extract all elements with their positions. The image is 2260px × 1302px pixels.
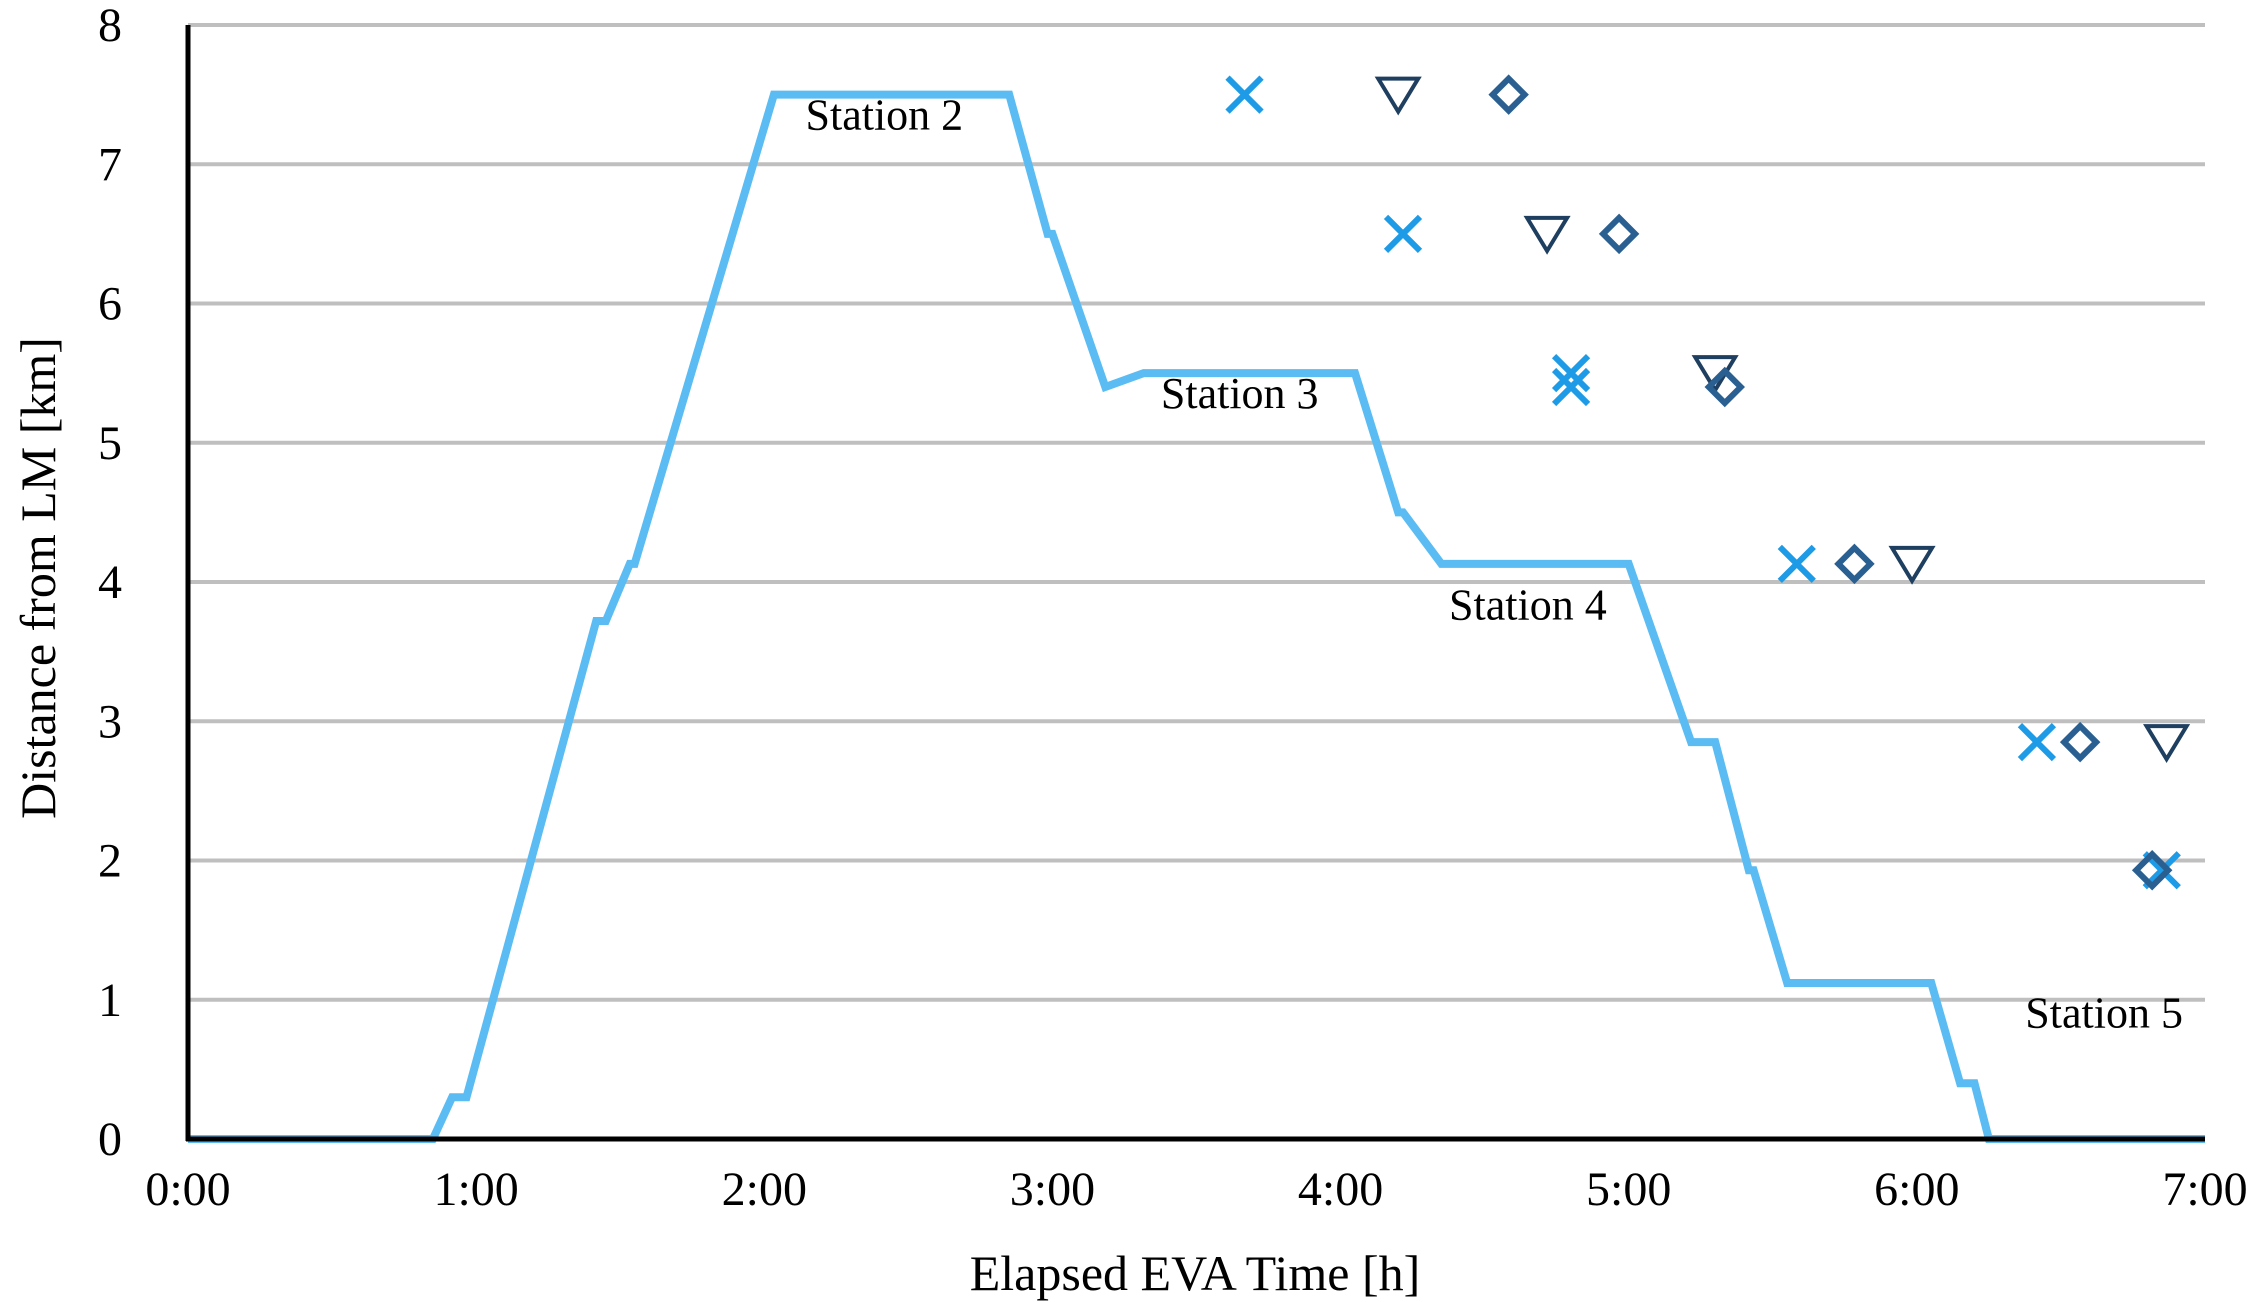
cross-marker <box>1383 214 1423 253</box>
x-tick-label: 5:00 <box>1586 1163 1671 1216</box>
diamond-marker <box>1834 543 1875 585</box>
triangle-marker <box>1523 215 1571 255</box>
y-tick-label: 4 <box>98 556 122 609</box>
diamond-marker <box>1704 366 1746 408</box>
station-label: Station 5 <box>2025 989 2183 1038</box>
cross-marker <box>2017 723 2057 762</box>
x-tick-label: 6:00 <box>1874 1163 1959 1216</box>
cross-marker <box>1551 354 1591 393</box>
cross-marker <box>1551 367 1591 407</box>
triangle-marker <box>1888 545 1936 585</box>
x-axis-title: Elapsed EVA Time [h] <box>970 1245 1421 1301</box>
plot-series <box>188 74 2205 1143</box>
diamond-marker <box>2059 721 2101 763</box>
y-tick-label: 6 <box>98 278 122 331</box>
y-tick-label: 1 <box>98 974 122 1027</box>
y-tick-label: 2 <box>98 835 122 888</box>
x-tick-label: 7:00 <box>2162 1163 2247 1216</box>
gridlines <box>188 23 2205 1002</box>
x-tick-label: 0:00 <box>145 1163 230 1216</box>
cross-marker <box>1225 75 1264 114</box>
y-tick-label: 0 <box>98 1113 122 1166</box>
station-label: Station 4 <box>1449 581 1607 630</box>
x-tick-label: 4:00 <box>1298 1163 1383 1216</box>
station-label: Station 3 <box>1161 369 1319 418</box>
x-tick-label: 1:00 <box>433 1163 518 1216</box>
y-tick-label: 8 <box>98 0 122 52</box>
diamond-marker <box>1488 74 1529 115</box>
x-tick-label: 2:00 <box>722 1163 807 1216</box>
tick-labels: 0 1 2 3 4 5 6 7 8 0:00 1:00 2:00 3:00 4:00 5:00 6:00 7:0… <box>98 0 2248 1216</box>
axes <box>185 25 2205 1142</box>
y-tick-label: 7 <box>98 138 122 191</box>
triangle-marker <box>1374 76 1422 116</box>
station-annotations: Station 2 Station 3 Station 4 Station 5 <box>806 90 2183 1037</box>
y-axis-title: Distance from LM [km] <box>10 337 66 819</box>
y-tick-label: 3 <box>98 695 122 748</box>
diamond-marker <box>2131 850 2173 891</box>
diamond-marker <box>1598 213 1640 255</box>
triangle-marker <box>2143 724 2191 763</box>
station-label: Station 2 <box>806 90 964 139</box>
y-tick-label: 5 <box>98 417 122 470</box>
cross-marker <box>1777 544 1816 584</box>
x-tick-label: 3:00 <box>1010 1163 1095 1216</box>
distance-line <box>188 90 2205 1143</box>
